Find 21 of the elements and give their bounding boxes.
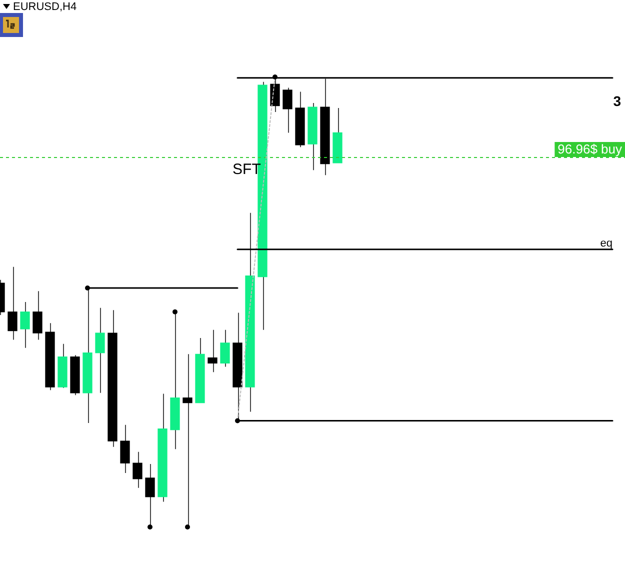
candlestick [132, 451, 142, 488]
candlestick [32, 290, 42, 340]
ref-line-label: 96.96$ buy [558, 142, 622, 157]
candlestick [120, 424, 130, 474]
candlestick [182, 354, 192, 528]
series-label: eq [600, 237, 612, 250]
point [272, 74, 278, 80]
candlestick [8, 266, 18, 340]
candlestick [145, 463, 155, 528]
annotation: 3 [613, 92, 622, 109]
candlestick [220, 329, 230, 368]
point [85, 286, 90, 291]
candlestick [20, 301, 30, 348]
chart-title: EURUSD,H4 [13, 0, 77, 14]
candlestick [95, 307, 105, 394]
point [172, 309, 178, 314]
point [148, 524, 152, 530]
candlestick [208, 329, 218, 373]
candlestick [282, 87, 292, 134]
point [185, 524, 190, 530]
point [235, 418, 240, 424]
